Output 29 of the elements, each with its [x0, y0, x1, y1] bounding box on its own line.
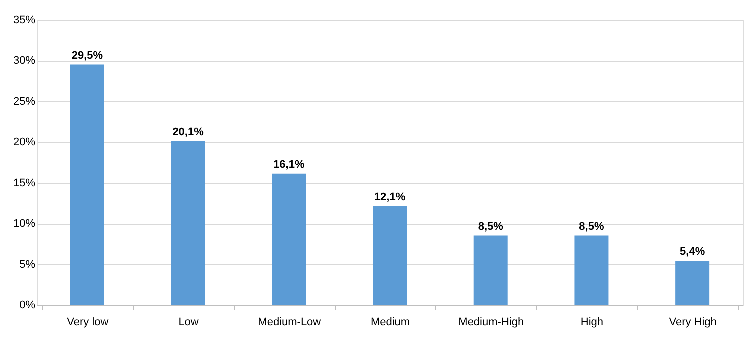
- x-tick-label: Very low: [67, 316, 109, 328]
- y-tick-label: 35%: [13, 14, 36, 26]
- data-label: 29,5%: [72, 50, 104, 62]
- bar: [272, 174, 306, 305]
- x-tick-label: High: [580, 316, 604, 328]
- x-tick-label: Medium-Low: [258, 316, 322, 328]
- bar: [373, 206, 407, 305]
- bar: [676, 261, 710, 305]
- x-tick-label: Low: [178, 316, 199, 328]
- y-tick-label: 5%: [20, 258, 36, 271]
- y-tick-label: 25%: [13, 96, 36, 108]
- bar: [474, 236, 508, 305]
- data-label: 16,1%: [274, 158, 305, 171]
- x-tick-label: Medium-High: [458, 316, 524, 328]
- bar: [171, 141, 206, 305]
- y-tick-label: 30%: [13, 55, 36, 68]
- data-label: 8,5%: [478, 220, 504, 233]
- x-tick-label: Very High: [669, 316, 717, 328]
- y-tick-label: 15%: [13, 177, 36, 190]
- y-tick-label: 10%: [13, 218, 36, 230]
- y-tick-label: 20%: [13, 136, 36, 149]
- data-label: 5,4%: [680, 246, 706, 258]
- bar: [574, 236, 609, 305]
- data-label: 8,5%: [579, 220, 604, 233]
- x-tick-label: Medium: [370, 316, 410, 328]
- data-label: 12,1%: [374, 191, 406, 204]
- bar: [70, 64, 104, 305]
- y-tick-label: 0%: [20, 300, 36, 312]
- data-label: 20,1%: [172, 126, 204, 138]
